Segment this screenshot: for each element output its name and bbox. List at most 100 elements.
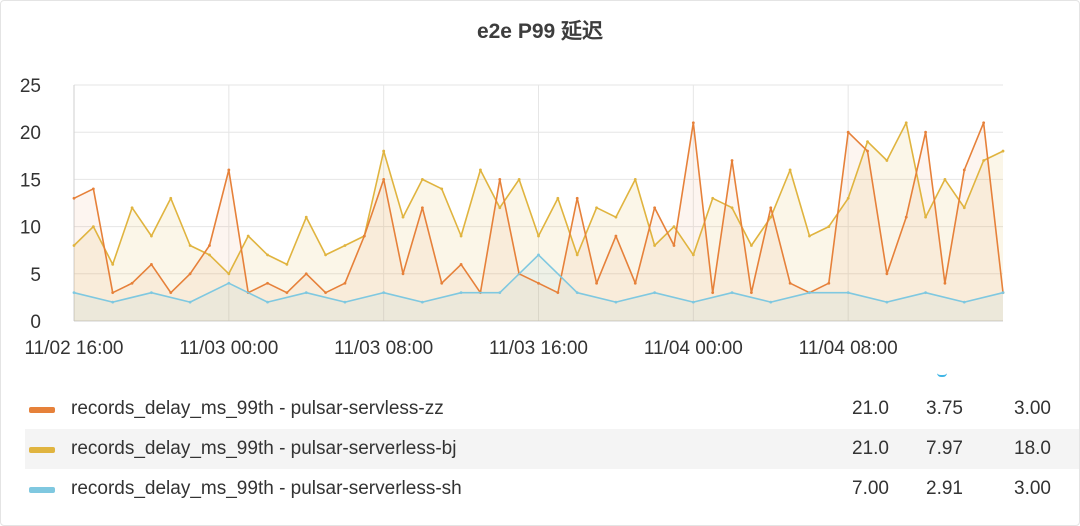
data-point <box>885 300 889 304</box>
data-point <box>808 291 811 295</box>
y-tick-label: 0 <box>30 312 41 333</box>
data-point <box>343 244 347 247</box>
data-point <box>808 234 811 238</box>
data-point <box>401 215 405 219</box>
data-point <box>633 178 637 181</box>
data-point <box>982 121 986 125</box>
data-point <box>885 272 889 276</box>
data-point <box>1001 149 1005 153</box>
legend-row-bj[interactable]: records_delay_ms_99th - pulsar-serverles… <box>25 429 1079 469</box>
legend-series-name[interactable]: records_delay_ms_99th - pulsar-serverles… <box>71 438 457 459</box>
data-point <box>788 168 792 172</box>
scroll-indicator[interactable] <box>937 371 947 377</box>
legend-swatch-zz <box>29 407 55 413</box>
data-point <box>208 253 211 257</box>
x-tick-label: 11/04 00:00 <box>644 338 743 359</box>
legend-row-sh[interactable]: records_delay_ms_99th - pulsar-serverles… <box>25 469 1079 509</box>
data-point <box>749 291 753 295</box>
data-point <box>633 281 637 285</box>
data-point <box>382 178 386 181</box>
data-point <box>130 206 134 210</box>
data-point <box>169 291 173 295</box>
data-point <box>188 272 192 276</box>
data-point <box>304 272 308 276</box>
series-lines <box>72 121 1005 304</box>
data-point <box>672 225 676 229</box>
y-axis: 0 5 10 15 20 25 <box>20 76 41 333</box>
x-tick-label: 11/03 08:00 <box>334 338 433 359</box>
data-point <box>343 281 347 285</box>
data-point <box>188 244 192 247</box>
data-point <box>653 291 657 295</box>
legend-row-zz[interactable]: records_delay_ms_99th - pulsar-servless-… <box>25 389 1079 429</box>
data-point <box>498 178 502 181</box>
data-point <box>943 281 947 285</box>
data-point <box>943 178 947 181</box>
data-point <box>575 196 579 200</box>
data-point <box>169 196 173 200</box>
x-tick-label: 11/03 00:00 <box>179 338 278 359</box>
data-point <box>904 121 908 125</box>
data-point <box>266 281 269 285</box>
data-point <box>91 187 95 191</box>
series-area <box>74 122 1003 321</box>
legend-avg-value: 2.91 <box>926 478 963 499</box>
data-point <box>595 206 598 210</box>
data-point <box>575 253 579 257</box>
legend-series-name[interactable]: records_delay_ms_99th - pulsar-servless-… <box>71 398 444 419</box>
data-point <box>537 253 540 257</box>
data-point <box>420 178 424 181</box>
x-axis: 11/02 16:00 11/03 00:00 11/03 08:00 11/03 1… <box>25 338 898 359</box>
data-point <box>304 215 308 219</box>
data-point <box>343 300 347 304</box>
data-point <box>537 281 540 285</box>
legend-series-name[interactable]: records_delay_ms_99th - pulsar-serverles… <box>71 478 462 499</box>
data-point <box>420 300 424 304</box>
data-point <box>691 300 695 304</box>
data-point <box>362 234 366 238</box>
data-point <box>827 225 831 229</box>
line-chart: 0 5 10 15 20 25 11/02 16:00 11/03 00:00 11/03 0… <box>20 76 1005 359</box>
data-point <box>227 272 231 276</box>
data-point <box>459 262 463 266</box>
data-point <box>188 300 192 304</box>
data-point <box>285 291 289 295</box>
legend-swatch-bj <box>29 447 55 453</box>
series-areas <box>74 122 1003 321</box>
data-point <box>285 262 289 266</box>
data-point <box>924 130 927 134</box>
data-point <box>614 215 618 219</box>
data-point <box>749 244 753 247</box>
data-point <box>304 291 308 295</box>
data-point <box>556 196 560 200</box>
legend-current-value: 3.00 <box>1014 398 1051 419</box>
series-area <box>74 122 1003 321</box>
data-point <box>208 244 211 247</box>
data-point <box>227 281 231 285</box>
legend-avg-value: 7.97 <box>926 438 963 459</box>
data-point <box>111 291 115 295</box>
data-point <box>556 291 560 295</box>
data-point <box>150 262 153 266</box>
data-point <box>614 234 618 238</box>
data-point <box>459 234 463 238</box>
data-point <box>130 281 134 285</box>
legend-current-value: 3.00 <box>1014 478 1051 499</box>
data-point <box>324 291 328 295</box>
data-point <box>479 168 482 172</box>
data-point <box>730 159 734 162</box>
legend-current-value: 18.0 <box>1014 438 1051 459</box>
data-point <box>846 291 850 295</box>
data-point <box>401 272 405 276</box>
data-point <box>537 234 540 238</box>
data-point <box>1001 291 1005 295</box>
legend: records_delay_ms_99th - pulsar-servless-… <box>25 389 1079 509</box>
legend-max-value: 21.0 <box>852 398 889 419</box>
data-point <box>420 206 424 210</box>
legend-max-value: 7.00 <box>852 478 889 499</box>
data-point <box>459 291 463 295</box>
data-point <box>962 300 966 304</box>
x-tick-label: 11/03 16:00 <box>489 338 588 359</box>
data-point <box>691 121 695 125</box>
